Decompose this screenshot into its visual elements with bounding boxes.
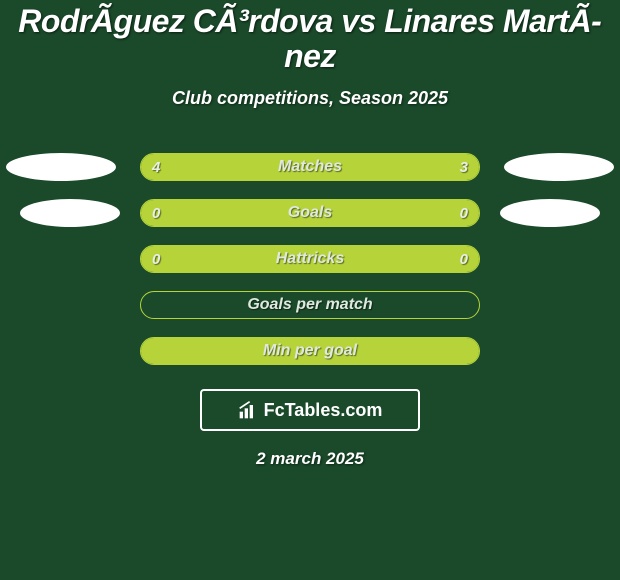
stat-value-left: 0 bbox=[152, 245, 160, 273]
stat-row-goals: Goals 0 0 bbox=[0, 199, 620, 227]
stat-bar: Hattricks bbox=[140, 245, 480, 273]
stat-row-hattricks: Hattricks 0 0 bbox=[0, 245, 620, 273]
stat-value-right: 3 bbox=[460, 153, 468, 181]
stat-fill-left bbox=[141, 246, 310, 272]
stat-value-left: 0 bbox=[152, 199, 160, 227]
page-root: RodrÃ­guez CÃ³rdova vs Linares MartÃ­nez… bbox=[0, 0, 620, 580]
player-right-ellipse-icon bbox=[500, 199, 600, 227]
fctables-link[interactable]: FcTables.com bbox=[200, 389, 420, 431]
page-subtitle: Club competitions, Season 2025 bbox=[0, 88, 620, 109]
stat-value-right: 0 bbox=[460, 199, 468, 227]
stat-value-right: 0 bbox=[460, 245, 468, 273]
stat-fill-left bbox=[141, 338, 479, 364]
stat-row-goals-per-match: Goals per match bbox=[0, 291, 620, 319]
stat-bar: Matches bbox=[140, 153, 480, 181]
date-text: 2 march 2025 bbox=[0, 449, 620, 469]
stat-bar: Goals bbox=[140, 199, 480, 227]
bar-chart-icon bbox=[238, 400, 258, 420]
stat-row-matches: Matches 4 3 bbox=[0, 153, 620, 181]
player-left-ellipse-icon bbox=[6, 153, 116, 181]
player-left-ellipse-icon bbox=[20, 199, 120, 227]
stat-fill-left bbox=[141, 154, 334, 180]
stat-label: Goals per match bbox=[141, 292, 479, 318]
stat-value-left: 4 bbox=[152, 153, 160, 181]
stat-bar: Goals per match bbox=[140, 291, 480, 319]
page-title: RodrÃ­guez CÃ³rdova vs Linares MartÃ­nez bbox=[0, 4, 620, 74]
logo-text: FcTables.com bbox=[264, 400, 383, 421]
stat-row-min-per-goal: Min per goal bbox=[0, 337, 620, 365]
stat-fill-right bbox=[310, 200, 479, 226]
player-right-ellipse-icon bbox=[504, 153, 614, 181]
stat-fill-left bbox=[141, 200, 310, 226]
stat-fill-right bbox=[310, 246, 479, 272]
stat-rows: Matches 4 3 Goals 0 0 Hattricks bbox=[0, 153, 620, 365]
stat-fill-right bbox=[334, 154, 479, 180]
stat-bar: Min per goal bbox=[140, 337, 480, 365]
